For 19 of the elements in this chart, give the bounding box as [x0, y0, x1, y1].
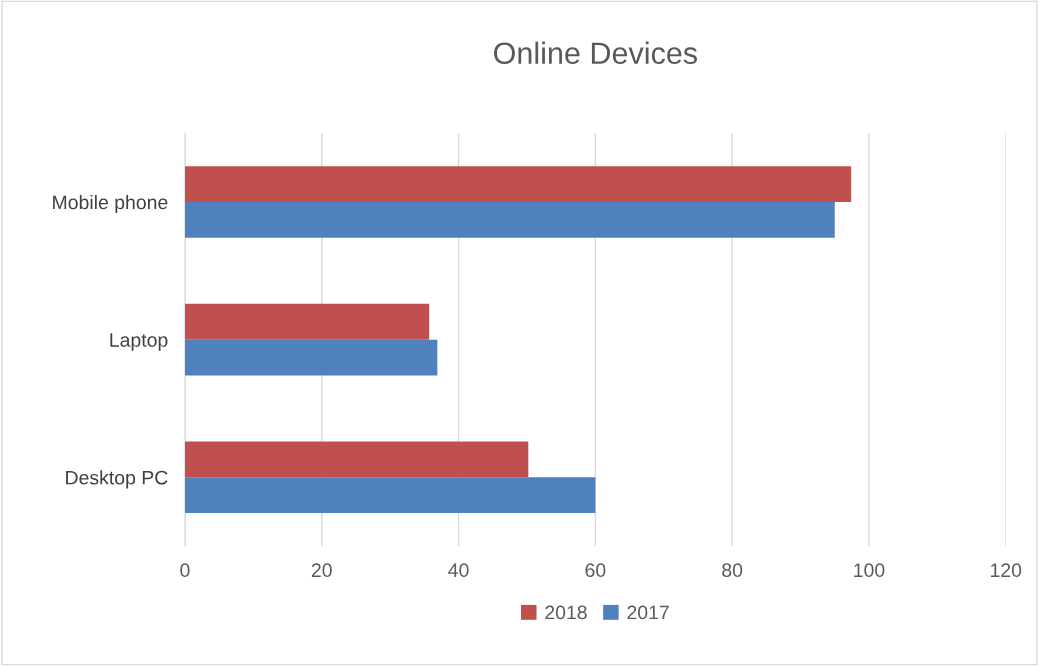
bar	[184, 166, 852, 203]
y-tick-label: Mobile phone	[53, 194, 168, 214]
y-tick-label: Desktop PC	[66, 470, 168, 489]
bar	[184, 303, 430, 340]
bar	[184, 477, 596, 514]
bar	[184, 202, 835, 238]
x-tick-label: 40	[448, 563, 469, 578]
legend-label: 2017	[627, 605, 669, 620]
chart-title: Online Devices	[494, 41, 697, 65]
y-tick-label: Laptop	[110, 333, 168, 351]
bar	[184, 339, 438, 376]
x-tick-label: 60	[585, 563, 606, 578]
bar	[184, 441, 529, 478]
x-tick-label: 80	[722, 563, 743, 578]
x-tick-label: 100	[854, 563, 885, 578]
x-tick-label: 120	[991, 563, 1022, 578]
legend-label: 2018	[545, 605, 587, 620]
x-tick-label: 20	[311, 563, 332, 578]
x-tick-label: 0	[180, 563, 190, 578]
